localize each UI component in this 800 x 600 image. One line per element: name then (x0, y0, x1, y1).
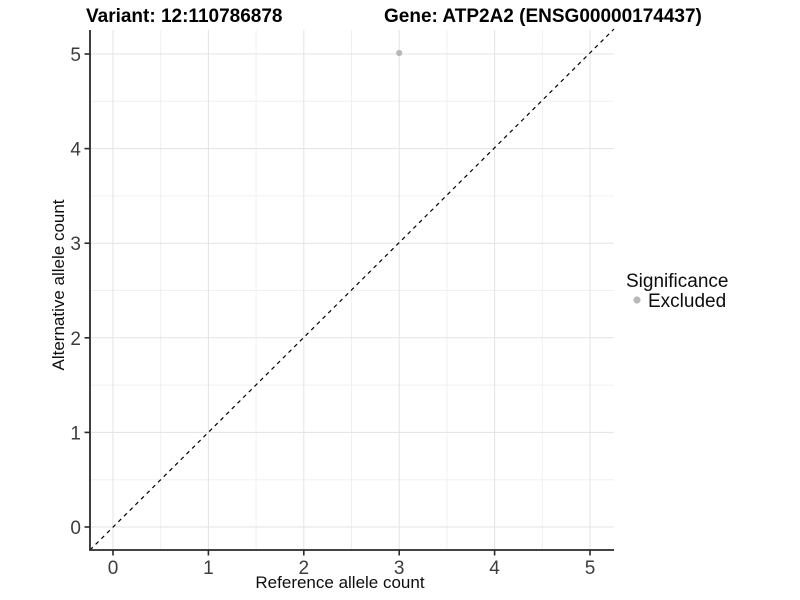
y-axis-title: Alternative allele count (49, 199, 68, 370)
x-axis-ticks (112, 550, 591, 556)
x-tick-1: 1 (203, 558, 214, 579)
gene-title: Gene: ATP2A2 (ENSG00000174437) (384, 6, 702, 27)
y-tick-2: 2 (70, 329, 81, 350)
gridlines-major (90, 30, 614, 550)
x-tick-2: 2 (299, 558, 310, 579)
legend: Significance Excluded (626, 271, 728, 312)
legend-marker-excluded-icon (633, 296, 641, 304)
x-tick-4: 4 (489, 558, 500, 579)
x-tick-3: 3 (394, 558, 405, 579)
y-tick-3: 3 (70, 234, 81, 255)
legend-label-excluded: Excluded (648, 291, 726, 312)
y-axis-ticks (84, 53, 90, 528)
axis-lines (89, 30, 614, 551)
x-axis-title: Reference allele count (255, 573, 424, 592)
variant-title: Variant: 12:110786878 (86, 6, 283, 27)
y-tick-5: 5 (70, 45, 81, 66)
x-tick-0: 0 (108, 558, 119, 579)
x-tick-5: 5 (585, 558, 596, 579)
legend-title: Significance (626, 271, 728, 292)
identity-reference-line (89, 28, 615, 551)
x-axis-tick-labels: 0 1 2 3 4 5 (108, 558, 596, 579)
gridlines-minor (90, 30, 614, 550)
y-tick-0: 0 (70, 518, 81, 539)
y-axis-tick-labels: 0 1 2 3 4 5 (70, 45, 81, 539)
y-tick-4: 4 (70, 140, 81, 161)
data-point-excluded (396, 49, 403, 57)
y-tick-1: 1 (70, 423, 81, 444)
